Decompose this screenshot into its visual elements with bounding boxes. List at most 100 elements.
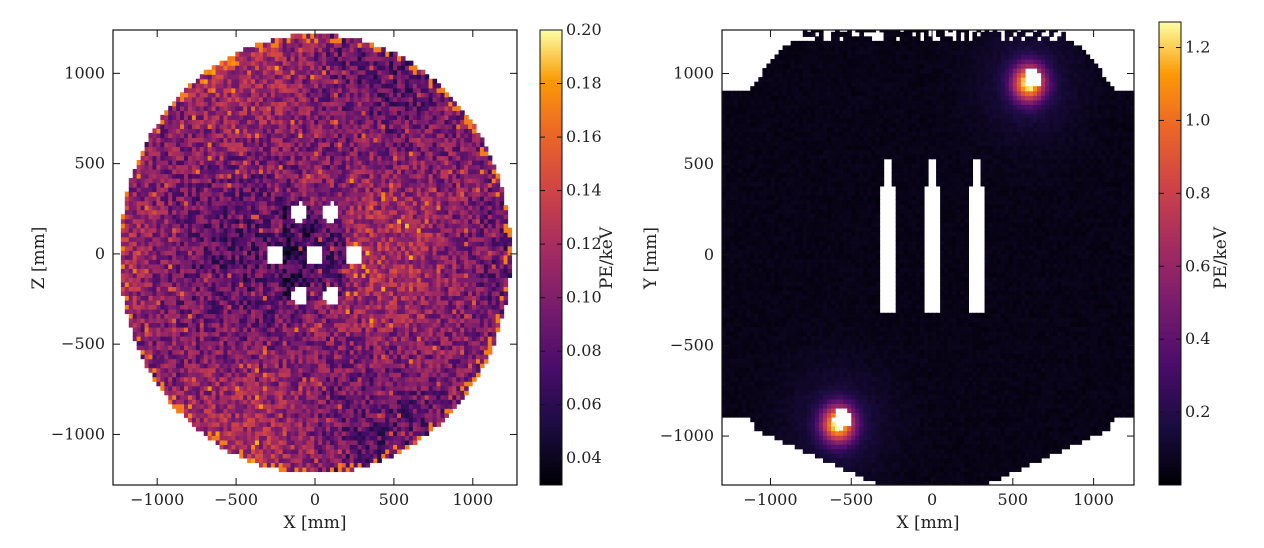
heatmap-cell	[274, 101, 280, 107]
heatmap-cell	[231, 295, 236, 301]
heatmap-cell	[128, 277, 134, 283]
heatmap-cell	[258, 169, 264, 175]
heatmap-cell	[211, 421, 217, 427]
heatmap-cell	[262, 236, 268, 242]
heatmap-cell	[231, 146, 236, 152]
heatmap-cell	[215, 381, 221, 387]
heatmap-cell	[255, 69, 260, 75]
heatmap-cell	[219, 390, 225, 396]
heatmap-cell	[144, 299, 150, 306]
heatmap-cell	[191, 83, 197, 89]
heatmap-cell	[203, 385, 209, 391]
heatmap-cell	[266, 101, 272, 107]
heatmap-cell	[136, 327, 142, 333]
heatmap-cell	[156, 191, 161, 197]
heatmap-cell	[310, 33, 315, 39]
heatmap-cell	[247, 196, 252, 202]
heatmap-cell	[235, 83, 240, 89]
heatmap-cell	[290, 123, 296, 130]
heatmap-cell	[286, 42, 292, 48]
heatmap-cell	[314, 408, 319, 414]
heatmap-cell	[326, 241, 331, 247]
heatmap-cell	[310, 51, 315, 57]
heatmap-cell	[282, 299, 288, 306]
heatmap-cell	[365, 132, 371, 139]
heatmap-cell	[365, 439, 371, 445]
heatmap-cell	[298, 376, 303, 382]
heatmap-cell	[235, 439, 240, 445]
heatmap-cell	[195, 92, 201, 98]
heatmap-cell	[302, 83, 307, 89]
heatmap-cell	[298, 191, 303, 197]
heatmap-cell	[255, 223, 260, 229]
heatmap-cell	[144, 358, 150, 364]
heatmap-cell	[314, 60, 319, 66]
heatmap-cell	[298, 178, 303, 184]
heatmap-cell	[255, 196, 260, 202]
heatmap-cell	[223, 430, 229, 436]
heatmap-cell	[215, 218, 221, 224]
heatmap-cell	[184, 358, 189, 364]
heatmap-cell	[333, 160, 339, 166]
heatmap-cell	[227, 439, 232, 445]
heatmap-cell	[172, 354, 177, 360]
heatmap-cell	[227, 263, 232, 269]
heatmap-cell	[329, 340, 335, 346]
heatmap-cell	[337, 178, 343, 184]
heatmap-cell	[329, 182, 335, 188]
heatmap-cell	[290, 155, 296, 161]
heatmap-cell	[191, 200, 197, 206]
heatmap-cell	[251, 105, 256, 111]
heatmap-cell	[274, 372, 280, 378]
heatmap-cell	[207, 110, 213, 116]
heatmap-cell	[278, 299, 284, 306]
heatmap-cell	[164, 178, 169, 184]
heatmap-cell	[337, 83, 343, 89]
heatmap-cell	[231, 187, 236, 193]
heatmap-cell	[124, 290, 130, 297]
heatmap-cell	[164, 110, 169, 116]
heatmap-cell	[184, 227, 189, 233]
heatmap-cell	[172, 128, 177, 134]
heatmap-cell	[329, 178, 335, 184]
heatmap-cell	[132, 290, 138, 297]
heatmap-cell	[156, 173, 161, 179]
heatmap-cell	[349, 137, 355, 143]
heatmap-cell	[195, 182, 201, 188]
heatmap-cell	[365, 141, 371, 148]
heatmap-cell	[353, 123, 359, 130]
heatmap-cell	[128, 209, 134, 215]
heatmap-cell	[203, 363, 209, 369]
heatmap-cell	[251, 336, 256, 342]
heatmap-cell	[180, 119, 185, 125]
heatmap-cell	[357, 69, 363, 75]
heatmap-cell	[365, 160, 371, 166]
heatmap-cell	[258, 444, 264, 450]
heatmap-cell	[298, 60, 303, 66]
heatmap-cell	[302, 74, 307, 80]
heatmap-cell	[302, 453, 307, 459]
heatmap-cell	[239, 232, 244, 238]
heatmap-cell	[310, 150, 315, 157]
heatmap-cell	[365, 385, 371, 391]
heatmap-cell	[207, 340, 213, 346]
heatmap-cell	[262, 331, 268, 337]
heatmap-cell	[341, 372, 347, 378]
heatmap-cell	[322, 65, 327, 71]
heatmap-cell	[184, 372, 189, 378]
heatmap-cell	[258, 164, 264, 170]
heatmap-cell	[306, 435, 311, 441]
heatmap-cell	[310, 155, 315, 161]
heatmap-cell	[302, 87, 307, 93]
heatmap-cell	[318, 385, 323, 391]
heatmap-cell	[306, 155, 311, 161]
heatmap-cell	[278, 354, 284, 360]
heatmap-cell	[353, 412, 359, 418]
heatmap-cell	[176, 105, 181, 111]
heatmap-cell	[314, 290, 319, 297]
heatmap-cell	[266, 78, 272, 84]
heatmap-cell	[274, 191, 280, 197]
heatmap-cell	[294, 367, 300, 373]
heatmap-cell	[270, 132, 276, 139]
heatmap-cell	[160, 313, 165, 319]
